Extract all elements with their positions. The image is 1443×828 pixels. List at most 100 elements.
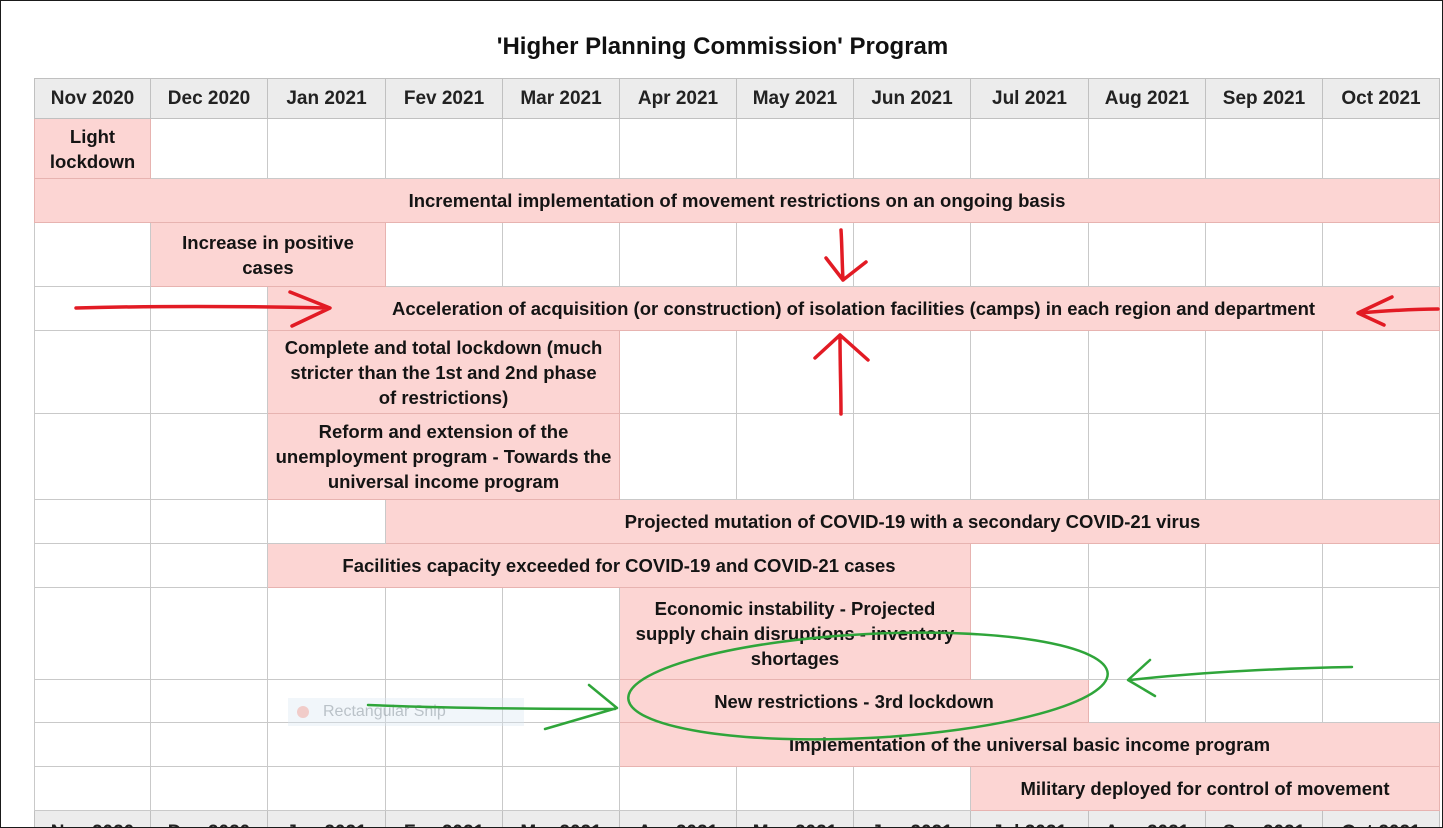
empty-cell bbox=[1089, 414, 1206, 500]
empty-cell bbox=[1206, 223, 1323, 287]
empty-cell bbox=[151, 544, 268, 588]
empty-cell bbox=[151, 767, 268, 811]
month-header-oct-2021: Oct 2021 bbox=[1323, 811, 1440, 827]
empty-cell bbox=[1206, 588, 1323, 680]
empty-cell bbox=[151, 500, 268, 544]
month-header-sep-2021: Sep 2021 bbox=[1206, 811, 1323, 827]
empty-cell bbox=[1089, 680, 1206, 723]
month-header-may-2021: May 2021 bbox=[737, 811, 854, 827]
empty-cell bbox=[1323, 588, 1440, 680]
event-bar: Implementation of the universal basic in… bbox=[620, 723, 1440, 767]
event-bar: Reform and extension of the unemployment… bbox=[268, 414, 620, 500]
empty-cell bbox=[151, 723, 268, 767]
empty-cell bbox=[1323, 223, 1440, 287]
month-header-apr-2021: Apr 2021 bbox=[620, 811, 737, 827]
event-label: Incremental implementation of movement r… bbox=[408, 190, 1066, 211]
event-label: Complete and total lockdown (much strict… bbox=[284, 336, 603, 408]
empty-cell bbox=[151, 287, 268, 331]
empty-cell bbox=[386, 119, 503, 179]
empty-cell bbox=[34, 680, 151, 723]
month-header-dec-2020: Dec 2020 bbox=[151, 78, 268, 119]
timeline-grid: Nov 2020 Dec 2020 Jan 2021 Fev 2021 Mar 2021… bbox=[34, 78, 1440, 827]
month-header-may-2021: May 2021 bbox=[737, 78, 854, 119]
empty-cell bbox=[620, 119, 737, 179]
empty-cell bbox=[386, 767, 503, 811]
empty-cell bbox=[1323, 680, 1440, 723]
event-bar: Acceleration of acquisition (or construc… bbox=[268, 287, 1440, 331]
empty-cell bbox=[386, 723, 503, 767]
empty-cell bbox=[737, 223, 854, 287]
event-bar: Increase in positive cases bbox=[151, 223, 386, 287]
empty-cell bbox=[34, 223, 151, 287]
empty-cell bbox=[1206, 680, 1323, 723]
empty-cell bbox=[854, 767, 971, 811]
empty-cell bbox=[34, 287, 151, 331]
empty-cell bbox=[34, 588, 151, 680]
empty-cell bbox=[620, 767, 737, 811]
empty-cell bbox=[268, 723, 386, 767]
event-label: Increase in positive cases bbox=[182, 231, 354, 278]
month-header-dec-2020: Dec 2020 bbox=[151, 811, 268, 827]
empty-cell bbox=[1089, 544, 1206, 588]
month-header-fev-2021: Fev 2021 bbox=[386, 78, 503, 119]
empty-cell bbox=[503, 588, 620, 680]
event-label: Military deployed for control of movemen… bbox=[1020, 778, 1390, 799]
rectangular-snip-ghost: Rectangular Snip bbox=[288, 698, 524, 726]
empty-cell bbox=[386, 223, 503, 287]
month-header-nov-2020: Nov 2020 bbox=[34, 811, 151, 827]
empty-cell bbox=[34, 767, 151, 811]
snip-dot-icon bbox=[297, 706, 309, 718]
empty-cell bbox=[268, 680, 386, 723]
month-header-nov-2020: Nov 2020 bbox=[34, 78, 151, 119]
empty-cell bbox=[854, 331, 971, 414]
empty-cell bbox=[1323, 331, 1440, 414]
event-label: Acceleration of acquisition (or construc… bbox=[391, 298, 1316, 319]
empty-cell bbox=[34, 723, 151, 767]
month-header-aug-2021: Aug 2021 bbox=[1089, 811, 1206, 827]
rectangular-snip-label: Rectangular Snip bbox=[323, 703, 446, 720]
event-bar: New restrictions - 3rd lockdown bbox=[620, 680, 1089, 723]
event-label: Light lockdown bbox=[49, 125, 136, 172]
empty-cell bbox=[854, 119, 971, 179]
empty-cell bbox=[737, 119, 854, 179]
empty-cell bbox=[620, 331, 737, 414]
empty-cell bbox=[151, 331, 268, 414]
empty-cell bbox=[503, 767, 620, 811]
month-header-fev-2021: Fev 2021 bbox=[386, 811, 503, 827]
empty-cell bbox=[1206, 544, 1323, 588]
empty-cell bbox=[1206, 331, 1323, 414]
empty-cell bbox=[268, 767, 386, 811]
month-header-jul-2021: Jul 2021 bbox=[971, 78, 1089, 119]
empty-cell bbox=[737, 414, 854, 500]
empty-cell bbox=[1323, 414, 1440, 500]
empty-cell bbox=[503, 119, 620, 179]
month-header-mar-2021: Mar 2021 bbox=[503, 78, 620, 119]
month-header-jan-2021: Jan 2021 bbox=[268, 78, 386, 119]
event-bar: Military deployed for control of movemen… bbox=[971, 767, 1440, 811]
empty-cell bbox=[1323, 119, 1440, 179]
month-header-jan-2021: Jan 2021 bbox=[268, 811, 386, 827]
empty-cell bbox=[1089, 331, 1206, 414]
empty-cell bbox=[151, 588, 268, 680]
empty-cell bbox=[386, 588, 503, 680]
empty-cell bbox=[737, 331, 854, 414]
empty-cell bbox=[268, 500, 386, 544]
empty-cell bbox=[34, 544, 151, 588]
empty-cell bbox=[854, 223, 971, 287]
empty-cell bbox=[1323, 544, 1440, 588]
event-bar: Projected mutation of COVID-19 with a se… bbox=[386, 500, 1440, 544]
event-bar: Facilities capacity exceeded for COVID-1… bbox=[268, 544, 971, 588]
empty-cell bbox=[620, 414, 737, 500]
empty-cell bbox=[34, 500, 151, 544]
month-header-mar-2021: Mar 2021 bbox=[503, 811, 620, 827]
month-header-jun-2021: Jun 2021 bbox=[854, 78, 971, 119]
empty-cell bbox=[1089, 588, 1206, 680]
month-header-apr-2021: Apr 2021 bbox=[620, 78, 737, 119]
empty-cell bbox=[971, 588, 1089, 680]
empty-cell bbox=[1089, 223, 1206, 287]
empty-cell bbox=[1089, 119, 1206, 179]
empty-cell bbox=[971, 331, 1089, 414]
empty-cell bbox=[151, 680, 268, 723]
month-header-sep-2021: Sep 2021 bbox=[1206, 78, 1323, 119]
